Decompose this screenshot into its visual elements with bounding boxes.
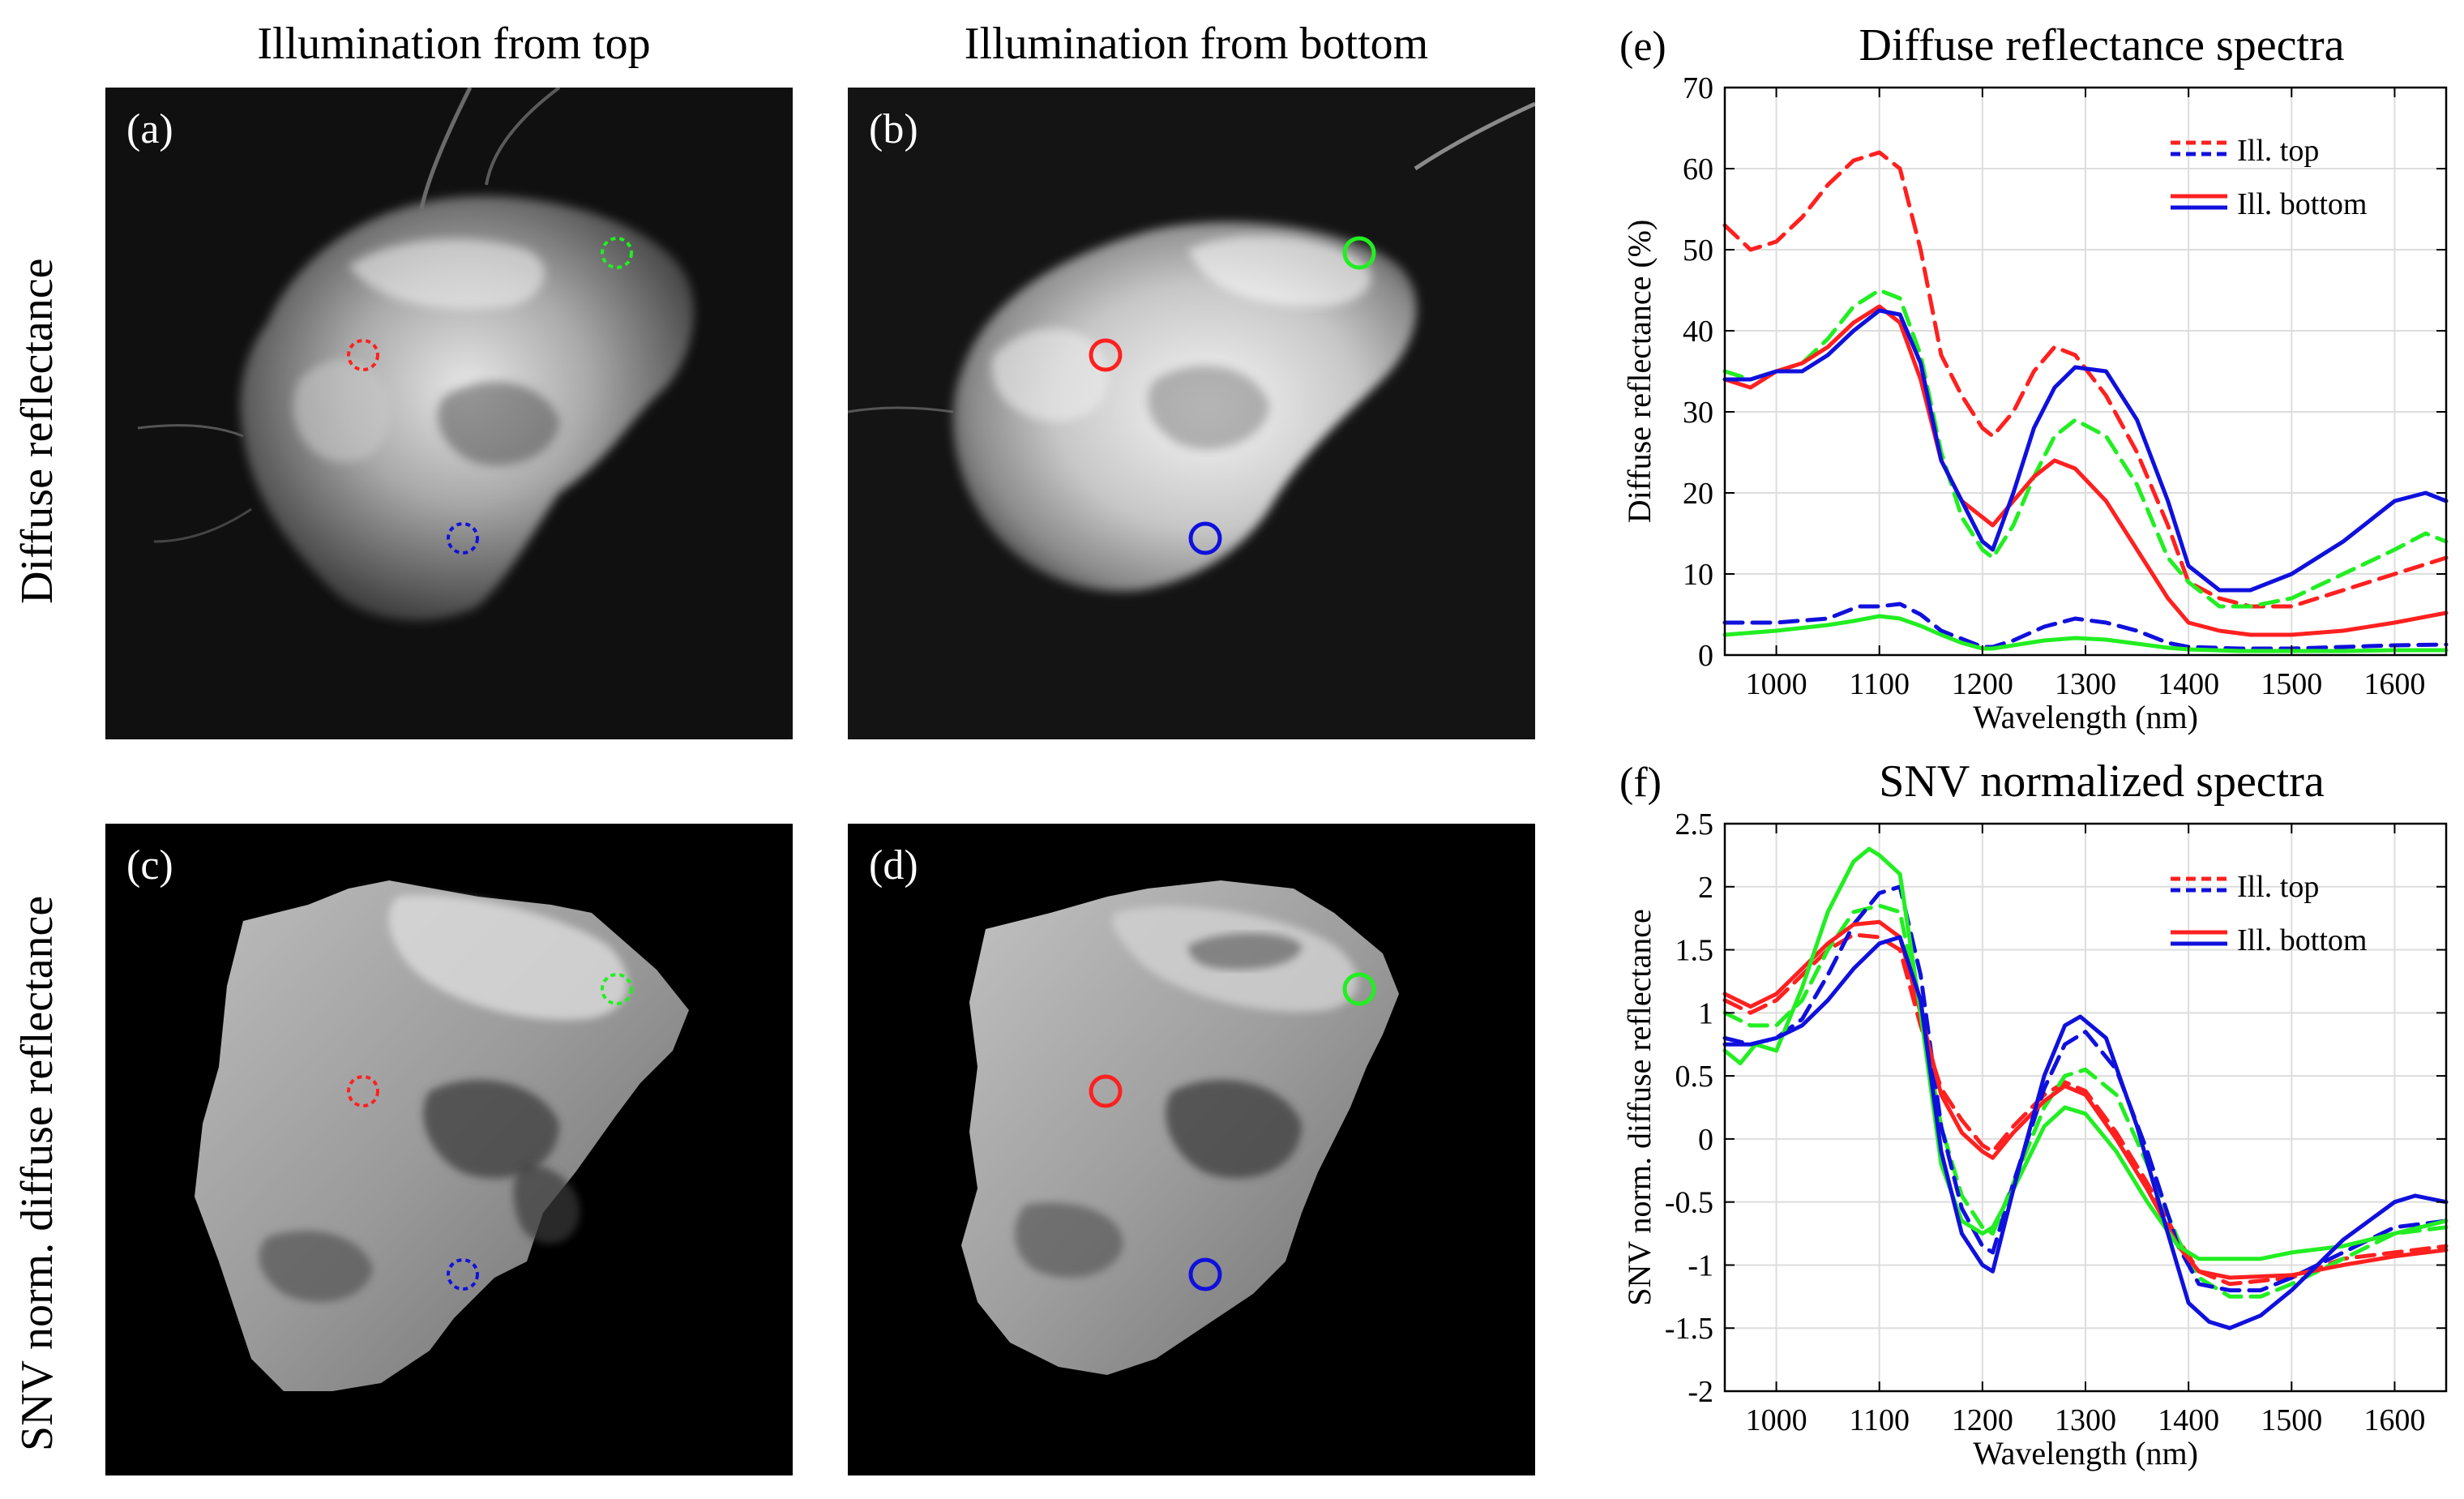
y-tick-label: 40 [1683, 315, 1713, 349]
y-tick-label: -2 [1688, 1375, 1713, 1409]
marker-red-solid [1089, 1074, 1123, 1108]
legend: Ill. top Ill. bottom [2171, 870, 2367, 957]
y-tick-label: 2 [1698, 871, 1713, 905]
x-tick-label: 1300 [2055, 667, 2116, 701]
y-axis-label: Diffuse reflectance (%) [1621, 220, 1658, 524]
image-panel-d: (d) [848, 824, 1535, 1475]
chart-f: 1000 1100 1200 1300 1400 1500 1600 -2 -1.5 -1 -0.5… [1619, 756, 2449, 1471]
series-line [1722, 919, 2449, 1280]
tissue-image-top-illumination [137, 88, 695, 621]
series-line [1722, 846, 2449, 1261]
legend-label-bottom: Ill. bottom [2237, 187, 2367, 221]
marker-blue-solid [1188, 521, 1222, 555]
series-line [1722, 288, 2449, 609]
x-tick-label: 1100 [1849, 1403, 1910, 1437]
x-axis-label: Wavelength (nm) [1973, 699, 2198, 735]
snv-image-top-illumination [195, 880, 689, 1391]
chart-e: 1000 1100 1200 1300 1400 1500 1600 0 10 20 30 40 50 6… [1619, 20, 2449, 735]
panel-label-c: (c) [126, 842, 173, 889]
chart-title: SNV normalized spectra [1879, 756, 2325, 807]
x-axis-label: Wavelength (nm) [1973, 1435, 2198, 1471]
legend-label-bottom: Ill. bottom [2237, 923, 2367, 957]
tissue-image-bottom-illumination [848, 101, 1535, 592]
x-tick-label: 1400 [2158, 667, 2219, 701]
y-tick-label: 0.5 [1675, 1060, 1714, 1094]
x-tick-label: 1400 [2158, 1403, 2219, 1437]
x-tick-label: 1600 [2363, 667, 2425, 701]
legend-label-top: Ill. top [2237, 870, 2319, 904]
image-panel-c: (c) [105, 824, 793, 1475]
series-line [1722, 884, 2449, 1293]
marker-green-solid [1342, 972, 1376, 1006]
x-tick-label: 1200 [1952, 667, 2013, 701]
legend-label-top: Ill. top [2237, 134, 2319, 168]
image-panel-a: (a) [105, 88, 793, 739]
chart-title: Diffuse reflectance spectra [1859, 20, 2344, 71]
y-tick-label: -1 [1688, 1248, 1713, 1283]
x-tick-label: 1500 [2261, 1403, 2322, 1437]
chart-panel-label: (e) [1619, 24, 1666, 70]
legend: Ill. top Ill. bottom [2171, 134, 2367, 221]
y-tick-label: -1.5 [1665, 1312, 1713, 1346]
y-tick-label: 60 [1683, 152, 1713, 186]
y-axis-label: SNV norm. diffuse reflectance [1621, 909, 1658, 1305]
marker-green-solid [1342, 236, 1376, 270]
y-tick-label: 1.5 [1675, 934, 1714, 968]
marker-blue-solid [1188, 1257, 1222, 1291]
series-line [1722, 614, 2449, 653]
y-tick-label: 0 [1698, 639, 1713, 673]
marker-red-dotted [347, 1075, 379, 1107]
series-line [1722, 150, 2449, 609]
chart-panel-label: (f) [1619, 760, 1662, 806]
marker-red-dotted [347, 339, 379, 371]
y-tick-label: 50 [1683, 233, 1713, 268]
y-tick-label: 2.5 [1675, 807, 1714, 842]
series-line [1722, 935, 2449, 1330]
marker-red-solid [1089, 338, 1123, 372]
column-title-top: Illumination from top [257, 19, 651, 69]
y-tick-label: 1 [1698, 996, 1713, 1030]
series-line [1722, 304, 2449, 637]
marker-blue-dotted [447, 1258, 479, 1291]
y-tick-label: 20 [1683, 477, 1713, 511]
panel-label-b: (b) [869, 106, 918, 152]
x-tick-label: 1000 [1746, 1403, 1807, 1437]
series-line [1722, 932, 2449, 1287]
x-tick-label: 1200 [1952, 1403, 2013, 1437]
marker-blue-dotted [447, 522, 479, 555]
y-tick-label: 30 [1683, 396, 1713, 430]
x-tick-label: 1500 [2261, 667, 2322, 701]
x-tick-label: 1300 [2055, 1403, 2116, 1437]
column-title-bottom: Illumination from bottom [964, 19, 1429, 69]
image-panel-b: (b) [848, 88, 1535, 739]
snv-image-bottom-illumination [961, 880, 1399, 1375]
series-line [1722, 308, 2449, 593]
x-tick-label: 1600 [2363, 1403, 2425, 1437]
panel-label-a: (a) [126, 106, 173, 152]
series-line [1722, 602, 2449, 651]
y-tick-label: -0.5 [1665, 1186, 1713, 1220]
y-tick-label: 70 [1683, 71, 1713, 105]
y-tick-label: 0 [1698, 1123, 1713, 1157]
y-tick-label: 10 [1683, 558, 1713, 592]
marker-green-dotted [601, 237, 633, 269]
x-tick-label: 1100 [1849, 667, 1910, 701]
marker-green-dotted [601, 973, 633, 1005]
panel-label-d: (d) [869, 842, 918, 889]
x-tick-label: 1000 [1746, 667, 1807, 701]
